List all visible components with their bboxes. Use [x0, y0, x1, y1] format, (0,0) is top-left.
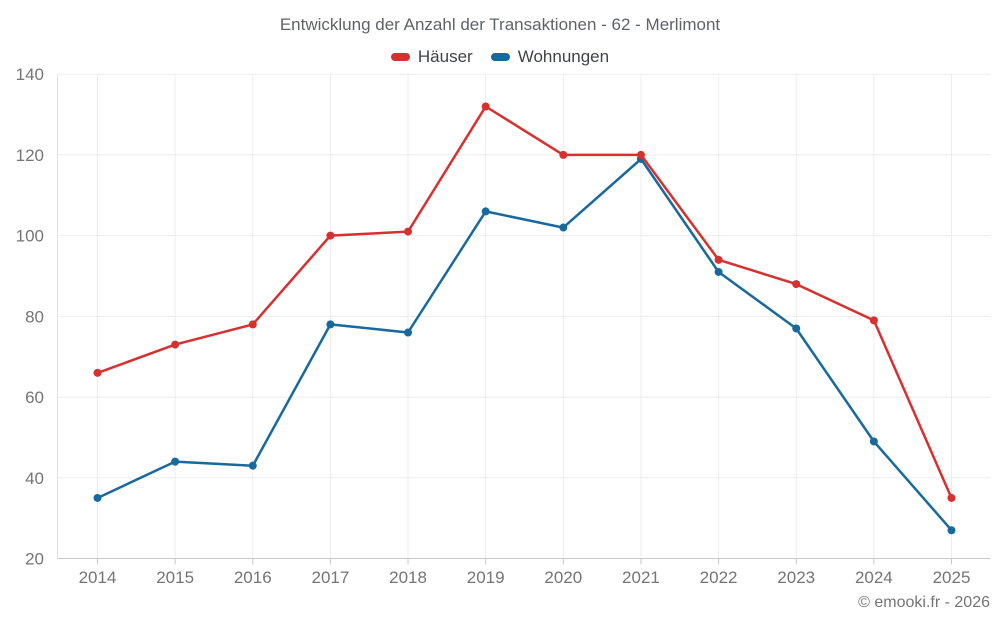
- y-tick-label: 140: [16, 65, 44, 84]
- y-tick-label: 120: [16, 146, 44, 165]
- data-point-haeuser-2021[interactable]: [636, 150, 645, 159]
- data-point-haeuser-2019[interactable]: [481, 102, 490, 111]
- legend-swatch-wohnungen-icon: [490, 53, 510, 61]
- chart-legend: Häuser Wohnungen: [0, 47, 1000, 67]
- y-tick-label: 100: [16, 227, 44, 246]
- data-point-wohnungen-2016[interactable]: [248, 461, 257, 470]
- chart-title: Entwicklung der Anzahl der Transaktionen…: [279, 15, 721, 34]
- data-point-haeuser-2015[interactable]: [171, 340, 180, 349]
- copyright-credit: © emooki.fr - 2026: [858, 594, 990, 611]
- data-point-wohnungen-2025[interactable]: [947, 526, 956, 535]
- y-tick-label: 40: [25, 469, 44, 488]
- data-point-haeuser-2018[interactable]: [404, 227, 413, 236]
- x-tick-label: 2014: [79, 568, 117, 587]
- gridlines: [57, 73, 991, 559]
- data-point-wohnungen-2014[interactable]: [93, 493, 102, 502]
- x-tick-label: 2019: [467, 568, 505, 587]
- data-point-wohnungen-2018[interactable]: [404, 328, 413, 337]
- y-tick-label: 80: [25, 307, 44, 326]
- x-tick-label: 2024: [855, 568, 893, 587]
- legend-label-wohnungen: Wohnungen: [517, 47, 610, 66]
- x-tick-label: 2023: [777, 568, 815, 587]
- x-axis-ticks: [97, 558, 952, 565]
- data-point-wohnungen-2015[interactable]: [171, 457, 180, 466]
- legend-swatch-haeuser-icon: [390, 53, 410, 61]
- data-point-haeuser-2024[interactable]: [869, 316, 878, 325]
- series-wohnungen: [93, 154, 956, 535]
- series-haeuser: [93, 102, 956, 502]
- legend-item-wohnungen[interactable]: Wohnungen: [490, 47, 610, 67]
- legend-label-haeuser: Häuser: [417, 47, 473, 66]
- x-tick-label: 2022: [700, 568, 738, 587]
- legend-item-haeuser[interactable]: Häuser: [390, 47, 473, 67]
- x-tick-label: 2018: [389, 568, 427, 587]
- data-point-wohnungen-2019[interactable]: [481, 207, 490, 216]
- data-point-wohnungen-2024[interactable]: [869, 437, 878, 446]
- series-line-wohnungen: [96, 157, 953, 532]
- x-tick-label: 2021: [622, 568, 660, 587]
- x-tick-label: 2017: [311, 568, 349, 587]
- data-point-wohnungen-2017[interactable]: [326, 320, 335, 329]
- data-point-haeuser-2014[interactable]: [93, 368, 102, 377]
- data-point-haeuser-2025[interactable]: [947, 493, 956, 502]
- data-point-haeuser-2016[interactable]: [248, 320, 257, 329]
- series-line-haeuser: [96, 105, 953, 500]
- y-tick-label: 60: [25, 388, 44, 407]
- x-tick-label: 2020: [544, 568, 582, 587]
- data-point-haeuser-2022[interactable]: [714, 255, 723, 264]
- data-point-wohnungen-2022[interactable]: [714, 267, 723, 276]
- x-axis-labels: 2014 2015 2016 2017 2018 2019 2020 2021 2022 2023…: [79, 568, 971, 587]
- data-point-haeuser-2017[interactable]: [326, 231, 335, 240]
- y-axis-labels: 20 40 60 80 100 120 140: [16, 65, 44, 568]
- x-tick-label: 2016: [234, 568, 272, 587]
- x-tick-label: 2015: [156, 568, 194, 587]
- data-point-haeuser-2020[interactable]: [559, 150, 568, 159]
- data-point-wohnungen-2020[interactable]: [559, 223, 568, 232]
- data-point-haeuser-2023[interactable]: [792, 280, 801, 289]
- data-point-wohnungen-2023[interactable]: [792, 324, 801, 333]
- x-tick-label: 2025: [933, 568, 971, 587]
- y-tick-label: 20: [25, 550, 44, 569]
